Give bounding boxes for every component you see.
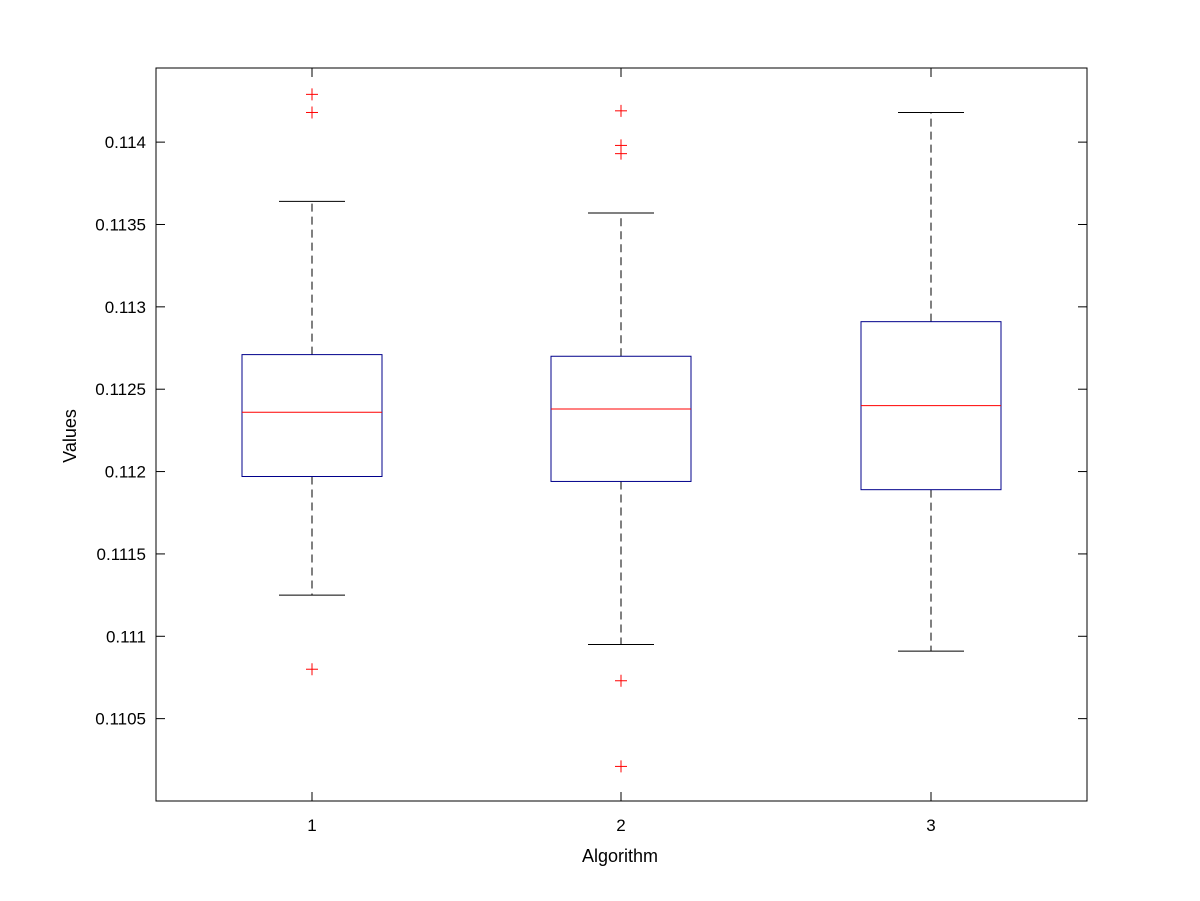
y-tick-label: 0.1125: [95, 380, 146, 399]
axes: 0.1105 0.111 0.1115 0.112 0.1125 0.113 0.1135 0…: [95, 68, 1087, 835]
y-tick-label: 0.112: [105, 463, 146, 482]
outlier-marker: [306, 88, 318, 101]
outlier-marker: [615, 147, 627, 160]
box-iqr: [241, 354, 383, 478]
x-tick-label: 3: [926, 816, 935, 835]
outlier-marker: [306, 106, 318, 119]
y-axis-title: Values: [60, 409, 80, 463]
outlier-marker: [306, 663, 318, 676]
outlier-marker: [615, 760, 627, 773]
box-group-2: [550, 104, 692, 773]
box-iqr: [550, 355, 692, 482]
axes-frame: [155, 67, 1088, 802]
outlier-marker: [615, 104, 627, 117]
y-tick-label: 0.1105: [95, 710, 146, 729]
y-tick-label: 0.1135: [95, 215, 146, 234]
outlier-marker: [615, 674, 627, 687]
box-group-1: [241, 88, 383, 676]
box-group-3: [860, 111, 1002, 652]
plot-area: [241, 88, 1002, 773]
y-tick-label: 0.114: [105, 133, 146, 152]
x-tick-label: 1: [307, 816, 316, 835]
y-tick-label: 0.111: [106, 627, 146, 646]
x-tick-label: 2: [616, 816, 625, 835]
y-tick-label: 0.113: [105, 298, 146, 317]
x-axis-title: Algorithm: [582, 846, 658, 866]
y-tick-label: 0.1115: [97, 545, 146, 564]
